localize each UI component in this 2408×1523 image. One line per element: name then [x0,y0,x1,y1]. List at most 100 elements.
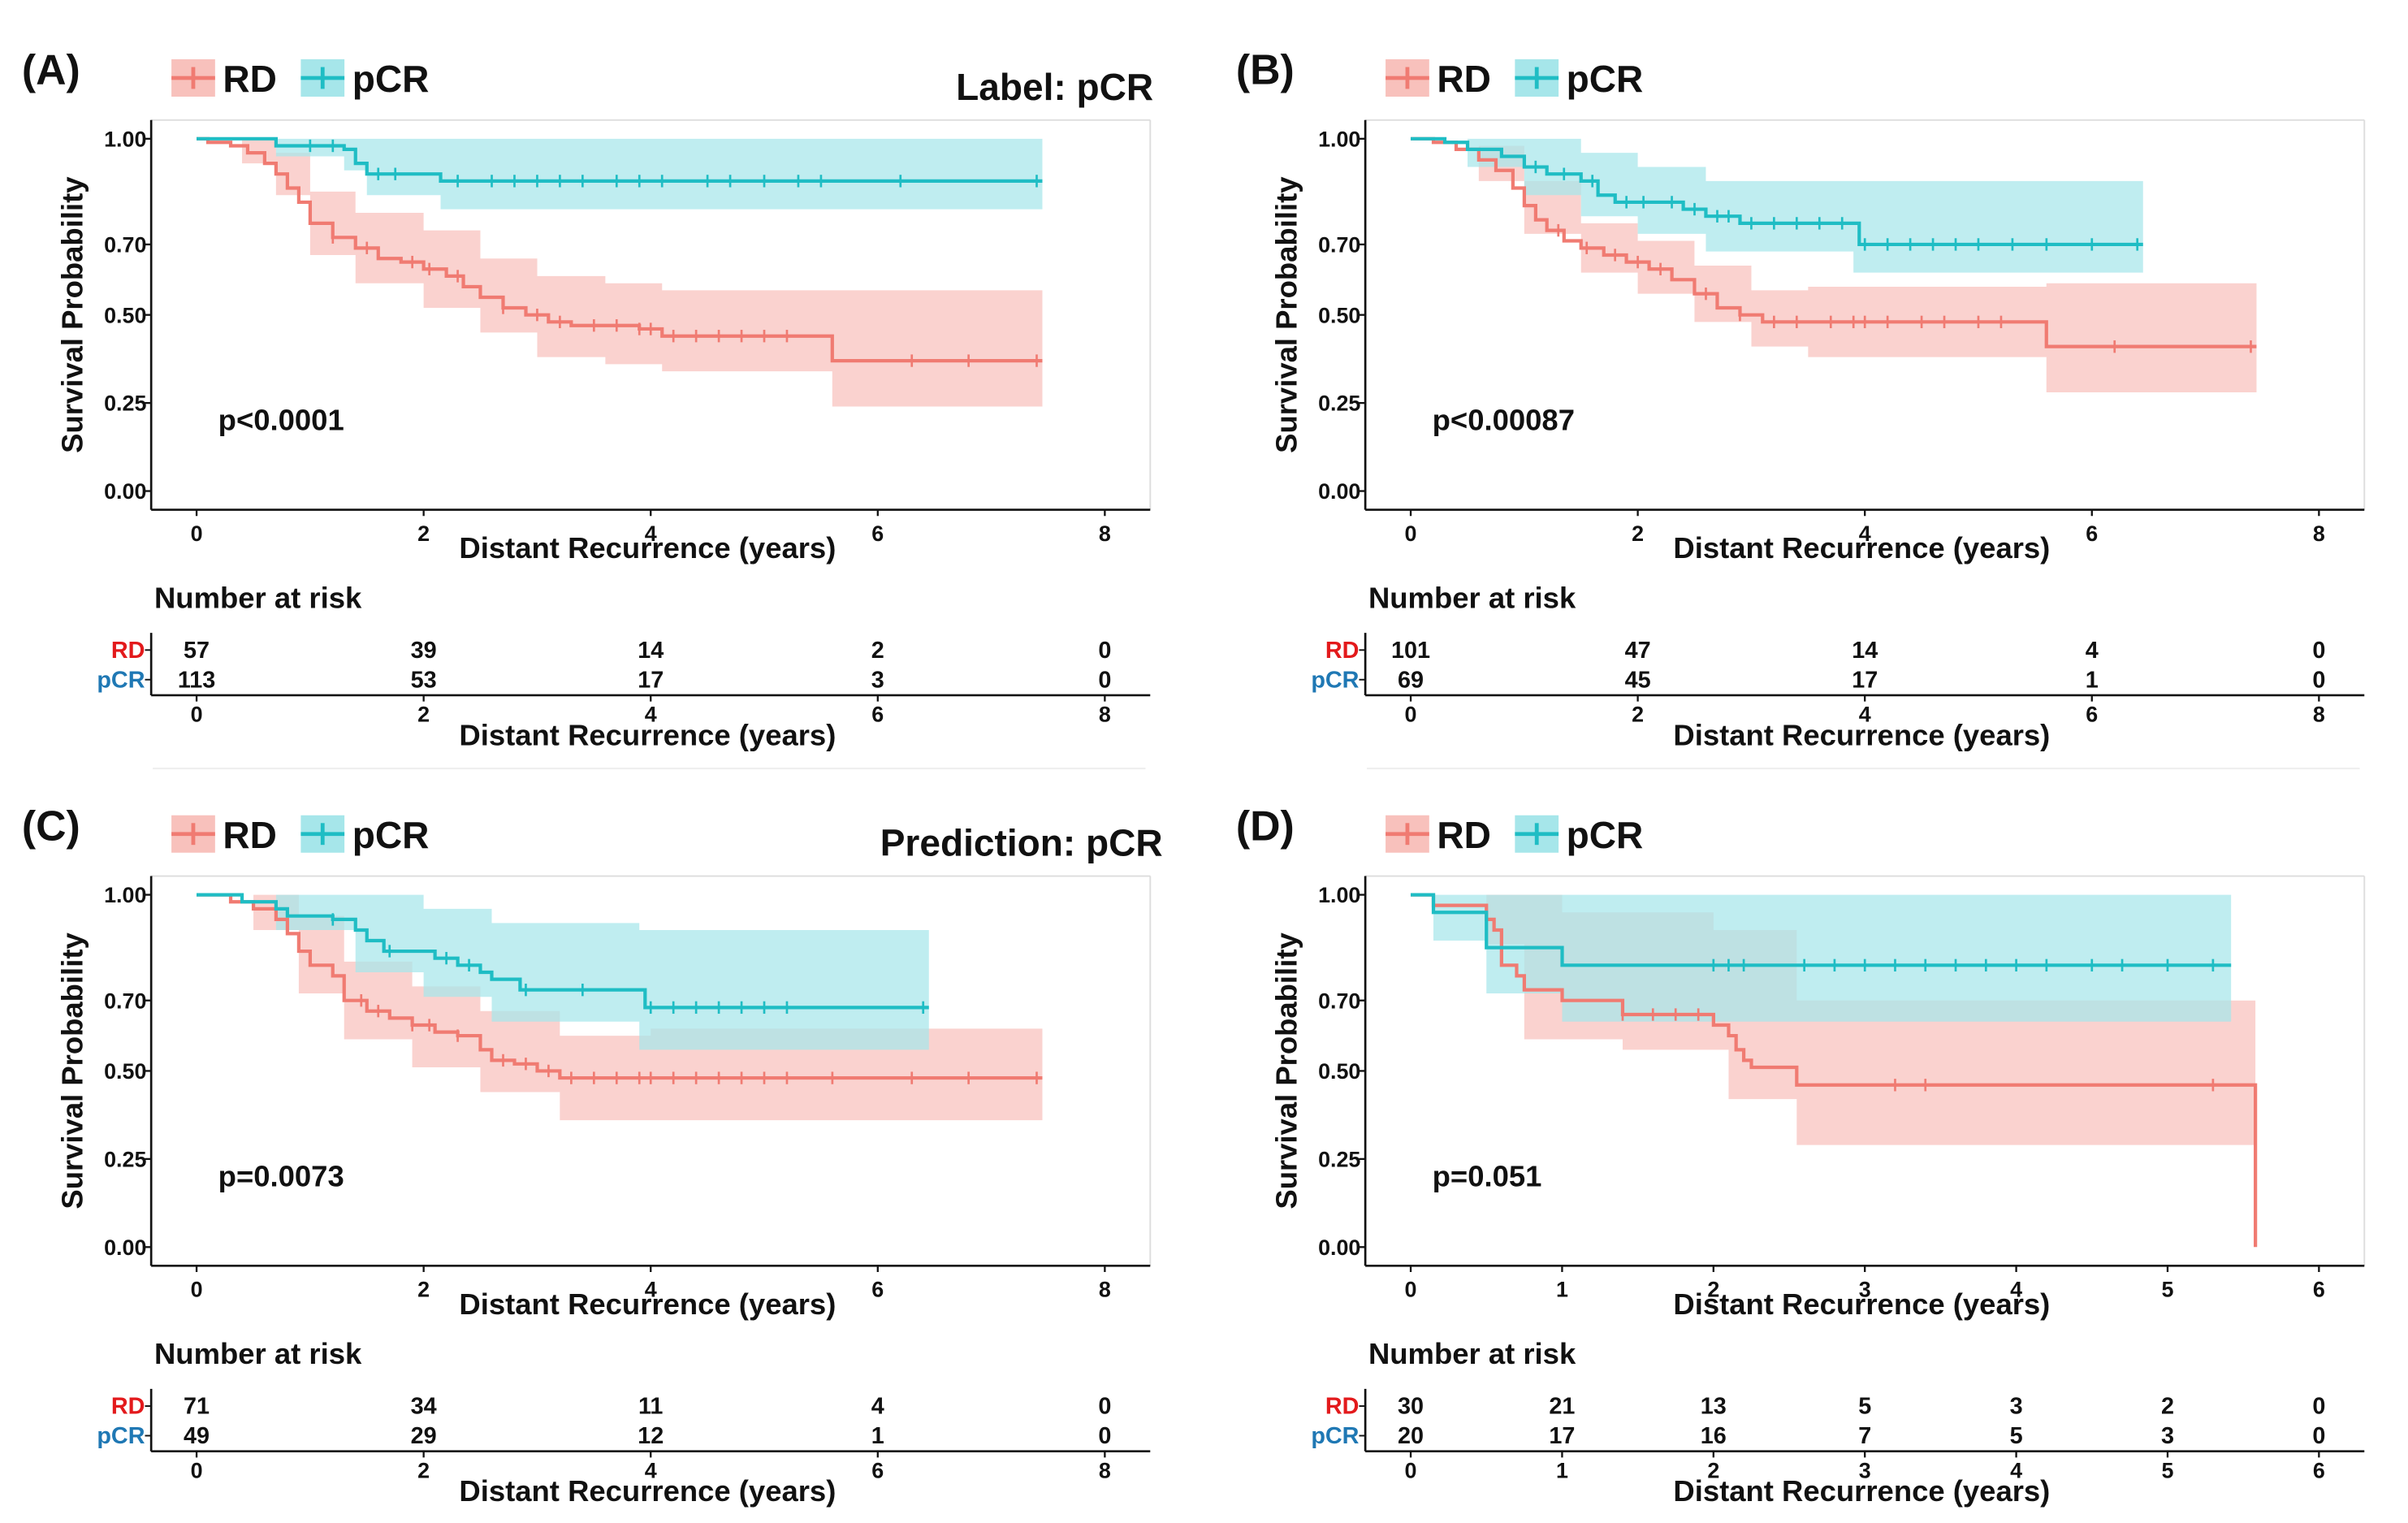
x-tick-label: 0 [1405,521,1417,546]
risk-count-pcr: 7 [1858,1423,1871,1449]
risk-group-rd: RD [1325,638,1360,664]
x-tick-label: 2 [1632,521,1644,546]
x-tick-label: 6 [2313,1278,2325,1302]
risk-table-heading: Number at risk [154,581,362,614]
x-tick-label: 3 [1859,1278,1871,1302]
x-tick-label: 4 [1859,521,1871,546]
legend-label: RD [223,814,277,856]
legend-label: pCR [1567,814,1644,856]
risk-count-rd: 14 [1852,638,1878,664]
panel-0: (A) RD pCR Label: pCR 0.00 0.25 0.50 0.70 1.00 Su… [22,46,1153,770]
risk-count-pcr: 17 [638,667,664,693]
y-tick-label: 0.70 [104,989,146,1013]
risk-x-axis-label: Distant Recurrence (years) [459,718,836,751]
legend-label: RD [1437,58,1491,100]
panel-label: (B) [1236,46,1295,93]
x-tick-label: 4 [645,1278,657,1302]
risk-x-axis-label: Distant Recurrence (years) [1673,718,2050,751]
p-value: p<0.00087 [1433,404,1575,437]
x-tick-label: 8 [2313,521,2325,546]
chart-title: Prediction: pCR [880,822,1163,864]
x-tick-label: 6 [871,1278,884,1302]
risk-count-pcr: 0 [1098,1423,1111,1449]
risk-count-pcr: 20 [1398,1423,1424,1449]
risk-count-pcr: 113 [178,667,215,693]
y-tick-label: 1.00 [1318,127,1360,151]
risk-count-rd: 101 [1391,638,1430,664]
ci-band-pcr [196,894,929,1050]
risk-group-rd: RD [111,1394,145,1420]
y-tick-label: 0.50 [104,1059,146,1084]
risk-count-pcr: 49 [184,1423,210,1449]
x-axis-label: Distant Recurrence (years) [1673,531,2050,565]
risk-x-tick-label: 0 [191,703,203,727]
x-axis-label: Distant Recurrence (years) [459,531,836,565]
survival-line-pcr [196,893,929,1010]
risk-count-pcr: 0 [2312,667,2325,693]
y-tick-label: 0.25 [1318,1147,1360,1171]
risk-x-axis-label: Distant Recurrence (years) [1673,1474,2050,1508]
risk-x-tick-label: 6 [871,703,884,727]
risk-x-tick-label: 8 [2313,703,2325,727]
risk-count-rd: 5 [1858,1394,1871,1420]
risk-count-pcr: 0 [2312,1423,2325,1449]
risk-x-tick-label: 6 [871,1458,884,1482]
survival-line-pcr [196,136,1043,183]
x-tick-label: 0 [1405,1278,1417,1302]
ci-band-pcr [1410,894,2232,1022]
y-tick-label: 0.50 [1318,303,1360,327]
y-axis-label: Survival Probability [1270,932,1303,1209]
legend-label: pCR [1567,58,1644,100]
legend-label: pCR [352,814,430,856]
risk-x-tick-label: 4 [1859,703,1871,727]
p-value: p=0.051 [1433,1159,1542,1192]
risk-x-tick-label: 6 [2086,703,2098,727]
risk-count-rd: 4 [871,1394,884,1420]
x-tick-label: 6 [871,521,884,546]
y-tick-label: 0.50 [1318,1059,1360,1084]
risk-count-rd: 2 [871,638,884,664]
x-tick-label: 5 [2161,1278,2173,1302]
x-tick-label: 1 [1556,1278,1568,1302]
legend-item-rd: RD [1386,58,1491,100]
risk-x-tick-label: 0 [1405,1458,1417,1482]
survival-line-pcr [1410,893,2232,967]
risk-count-pcr: 0 [1098,667,1111,693]
y-tick-label: 0.70 [1318,989,1360,1013]
y-tick-label: 0.50 [104,303,146,327]
risk-count-rd: 47 [1625,638,1651,664]
x-tick-label: 2 [1707,1278,1719,1302]
risk-group-pcr: pCR [1311,667,1359,693]
legend-item-pcr: pCR [300,58,429,100]
risk-count-rd: 0 [1098,1394,1111,1420]
ci-band-pcr [196,138,1043,210]
p-value: p<0.0001 [218,404,344,437]
risk-count-rd: 57 [184,638,210,664]
risk-count-pcr: 5 [2010,1423,2023,1449]
y-axis-label: Survival Probability [1270,176,1303,453]
risk-count-rd: 39 [411,638,437,664]
risk-count-rd: 30 [1398,1394,1424,1420]
y-tick-label: 0.70 [104,233,146,257]
risk-count-pcr: 17 [1549,1423,1575,1449]
risk-count-rd: 13 [1701,1394,1727,1420]
legend-label: pCR [352,58,430,100]
y-tick-label: 1.00 [1318,883,1360,907]
panel-label: (D) [1236,802,1295,849]
risk-x-tick-label: 2 [1632,703,1644,727]
x-tick-label: 0 [191,521,203,546]
y-tick-label: 0.00 [1318,1235,1360,1260]
risk-x-tick-label: 2 [1707,1458,1719,1482]
risk-count-rd: 11 [638,1394,663,1420]
risk-count-rd: 2 [2161,1394,2174,1420]
y-axis-label: Survival Probability [56,932,89,1209]
risk-count-pcr: 3 [2161,1423,2174,1449]
risk-count-pcr: 1 [871,1423,884,1449]
x-tick-label: 0 [191,1278,203,1302]
survival-line-rd [1410,893,2258,1248]
ci-band-pcr [1410,138,2143,273]
risk-group-rd: RD [1325,1394,1360,1420]
risk-count-rd: 71 [184,1394,210,1420]
